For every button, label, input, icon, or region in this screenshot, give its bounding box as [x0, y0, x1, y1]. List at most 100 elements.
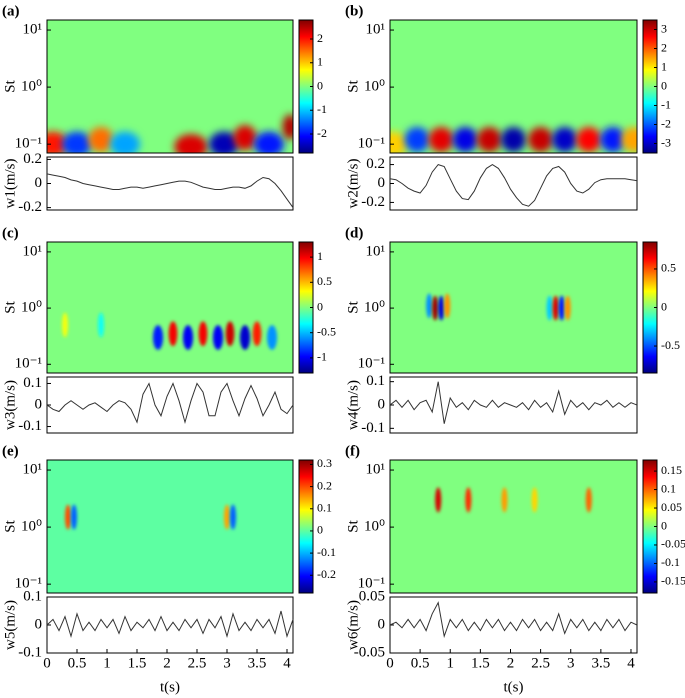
colorbar-tick-label: 0.5	[317, 274, 332, 288]
panel-label: (b)	[345, 3, 363, 19]
scalogram-blob	[452, 127, 478, 153]
scalogram-blob	[198, 321, 208, 347]
colorbar-tick-label: 0	[317, 78, 323, 92]
y-axis-label: w2(m/s)	[345, 159, 361, 209]
scalogram-blob	[404, 127, 430, 153]
colorbar-tick-label: -0.5	[317, 324, 336, 338]
scalogram-blob	[465, 487, 472, 513]
y-axis-label: w6(m/s)	[345, 600, 361, 650]
colorbar-tick-label: 0.3	[317, 456, 332, 470]
y-tick-label: 0	[35, 616, 43, 632]
scalogram-blob	[576, 127, 602, 153]
scalogram-blob	[254, 131, 284, 153]
colorbar-tick-label: -1	[317, 102, 327, 116]
y-tick-label: 0.1	[23, 375, 42, 391]
colorbar-tick-label: 3	[661, 21, 667, 35]
y-tick-label: 0.1	[23, 588, 42, 604]
scalogram-blob	[71, 504, 77, 530]
x-tick-label: 2	[163, 655, 171, 671]
signal-line	[46, 610, 294, 639]
colorbar-tick-label: -0.2	[317, 567, 336, 581]
heatmap	[426, 293, 571, 321]
colorbar-tick-label: 0	[661, 78, 667, 92]
colorbar-tick-label: 1	[317, 55, 323, 69]
x-tick-label: 4	[283, 655, 291, 671]
x-tick-label: 0	[43, 655, 51, 671]
x-tick-label: 0.5	[411, 655, 430, 671]
scalogram-blob	[546, 295, 553, 321]
colorbar-tick-label: 1	[317, 249, 323, 263]
y-tick-label: 10⁰	[21, 79, 42, 95]
heatmap-frame	[46, 241, 294, 374]
y-axis-label: w3(m/s)	[2, 380, 18, 430]
y-axis-label: St	[345, 519, 361, 532]
y-tick-label: 10⁻¹	[358, 576, 385, 592]
scalogram-blob	[153, 325, 163, 350]
signal-line	[46, 382, 294, 425]
scalogram-blob	[552, 127, 578, 153]
heatmap	[47, 114, 293, 153]
scalogram-blob	[432, 295, 439, 321]
x-tick-label: 3.5	[591, 655, 610, 671]
x-tick-label: 4	[627, 655, 635, 671]
scalogram-blob	[282, 114, 293, 140]
y-tick-label: 10¹	[23, 243, 43, 259]
heatmap-background	[47, 460, 293, 593]
y-tick-label: 0	[378, 616, 386, 632]
scalogram-blob	[224, 504, 230, 530]
heatmap	[435, 487, 592, 513]
y-axis-label: St	[2, 79, 18, 92]
y-tick-label: 10¹	[366, 243, 386, 259]
scalogram-blob	[600, 127, 626, 153]
scalogram-blob	[252, 321, 262, 347]
y-tick-label: 10⁻¹	[15, 576, 42, 592]
scalogram-blob	[428, 127, 454, 153]
signal-line	[389, 164, 638, 207]
scalogram-blob	[233, 125, 257, 151]
y-tick-label: 10¹	[23, 21, 43, 37]
scalogram-blob	[438, 295, 445, 321]
colorbar-tick-label: -0.1	[661, 555, 680, 569]
scalogram-blob	[213, 325, 223, 350]
y-tick-label: -0.2	[361, 194, 385, 210]
y-axis-label: St	[345, 300, 361, 313]
y-tick-label: -0.05	[354, 644, 385, 660]
scalogram-blob	[390, 131, 409, 153]
y-axis-label: St	[2, 300, 18, 313]
colorbar-tick-label: 2	[661, 40, 667, 54]
colorbar-tick-label: 0	[317, 523, 323, 537]
colorbar-tick-label: 0	[661, 518, 667, 532]
y-tick-label: 0.2	[23, 151, 42, 167]
y-tick-label: -0.2	[18, 199, 42, 215]
scalogram-blob	[501, 487, 508, 513]
panel-label: (f)	[345, 443, 360, 459]
signal-frame	[389, 596, 638, 654]
x-tick-label: 2	[507, 655, 515, 671]
x-tick-label: 3.5	[248, 655, 267, 671]
y-tick-label: 10⁻¹	[15, 136, 42, 152]
colorbar-tick-label: -0.1	[317, 545, 336, 559]
colorbar-tick-label: -2	[661, 116, 671, 130]
scalogram-blob	[168, 321, 178, 347]
heatmap	[62, 312, 277, 350]
y-tick-label: 0.05	[359, 588, 385, 604]
heatmap	[390, 127, 637, 153]
x-tick-label: 1.5	[128, 655, 147, 671]
y-tick-label: 10⁰	[364, 300, 385, 316]
scalogram-blob	[267, 325, 277, 350]
y-tick-label: 10¹	[23, 461, 43, 477]
colorbar-tick-label: -0.05	[661, 537, 685, 551]
heatmap-frame	[389, 241, 638, 374]
y-tick-label: 10¹	[366, 21, 386, 37]
panel-label: (a)	[2, 3, 20, 19]
y-tick-label: 0	[35, 396, 43, 412]
scalogram-blob	[476, 127, 502, 153]
x-tick-label: 1.5	[471, 655, 490, 671]
signal-line	[389, 601, 638, 639]
y-tick-label: 0.1	[366, 373, 385, 389]
x-tick-label: 0	[386, 655, 394, 671]
colorbar-tick-label: 1	[661, 59, 667, 73]
heatmap-background	[47, 242, 293, 373]
scalogram-blob	[98, 312, 104, 338]
heatmap	[65, 504, 236, 530]
